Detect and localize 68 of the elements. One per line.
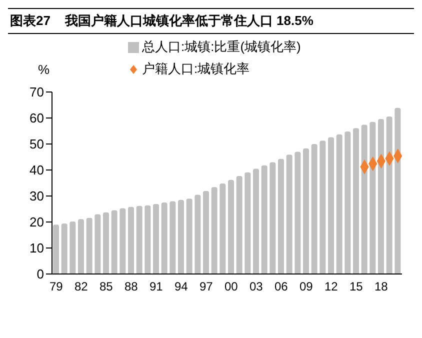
bar	[53, 224, 59, 274]
bar	[61, 224, 68, 274]
x-tick-label: 79	[49, 280, 64, 294]
bar	[303, 148, 309, 274]
y-tick-label: 60	[30, 110, 44, 126]
y-tick-label: 20	[30, 214, 44, 230]
bar	[161, 202, 168, 274]
bar	[328, 137, 334, 274]
bar	[394, 108, 401, 274]
bar	[228, 180, 234, 274]
bar	[111, 210, 118, 274]
bar	[153, 204, 159, 274]
bar	[128, 206, 134, 274]
y-tick-label: 40	[30, 162, 44, 178]
bar	[244, 172, 251, 274]
x-tick-label: 00	[224, 280, 238, 294]
bar	[253, 168, 259, 274]
bar	[370, 122, 376, 274]
bar	[361, 124, 368, 274]
bar	[203, 191, 209, 274]
bar	[220, 184, 226, 274]
x-tick-label: 82	[74, 280, 88, 294]
bar	[170, 201, 176, 274]
bar	[294, 152, 301, 274]
x-tick-label: 06	[274, 280, 288, 294]
x-tick-label: 15	[349, 280, 364, 294]
x-tick-label: 97	[199, 280, 214, 294]
bar	[320, 140, 326, 274]
x-tick-label: 91	[149, 280, 164, 294]
bar	[186, 198, 192, 274]
bar	[136, 206, 142, 274]
bar	[278, 158, 284, 274]
x-tick-label: 03	[249, 280, 264, 294]
y-tick-label: 50	[30, 136, 44, 152]
bar	[86, 218, 92, 274]
bar	[236, 176, 242, 274]
x-tick-label: 09	[299, 280, 314, 294]
bar	[178, 200, 184, 274]
legend-label: 户籍人口:城镇化率	[142, 60, 250, 78]
bar	[286, 154, 292, 274]
x-tick-label: 85	[99, 280, 114, 294]
x-tick-label: 88	[124, 280, 138, 294]
bar	[78, 219, 84, 274]
x-tick-label: 12	[324, 280, 338, 294]
y-tick-label: 10	[30, 240, 44, 256]
bar	[120, 208, 126, 274]
bar	[211, 187, 218, 274]
bar	[103, 212, 109, 274]
legend-label: 总人口:城镇:比重(城镇化率)	[142, 38, 301, 56]
bar	[336, 134, 342, 274]
bar	[353, 128, 359, 274]
bar	[261, 165, 268, 274]
bar	[270, 162, 276, 274]
x-tick-label: 18	[374, 280, 388, 294]
bar	[70, 221, 76, 274]
bar	[194, 194, 201, 274]
y-tick-label: 30	[30, 188, 44, 204]
bar	[386, 116, 392, 274]
y-tick-label: 0	[36, 266, 44, 282]
bar	[378, 119, 384, 274]
bar	[94, 214, 101, 274]
chart-title: 图表27 我国户籍人口城镇化率低于常住人口 18.5%	[8, 8, 414, 34]
bar	[311, 144, 318, 274]
y-axis-title: %	[38, 62, 50, 77]
bar	[344, 132, 351, 274]
x-tick-label: 94	[174, 280, 188, 294]
bar	[144, 205, 151, 274]
y-tick-label: 70	[30, 84, 44, 100]
